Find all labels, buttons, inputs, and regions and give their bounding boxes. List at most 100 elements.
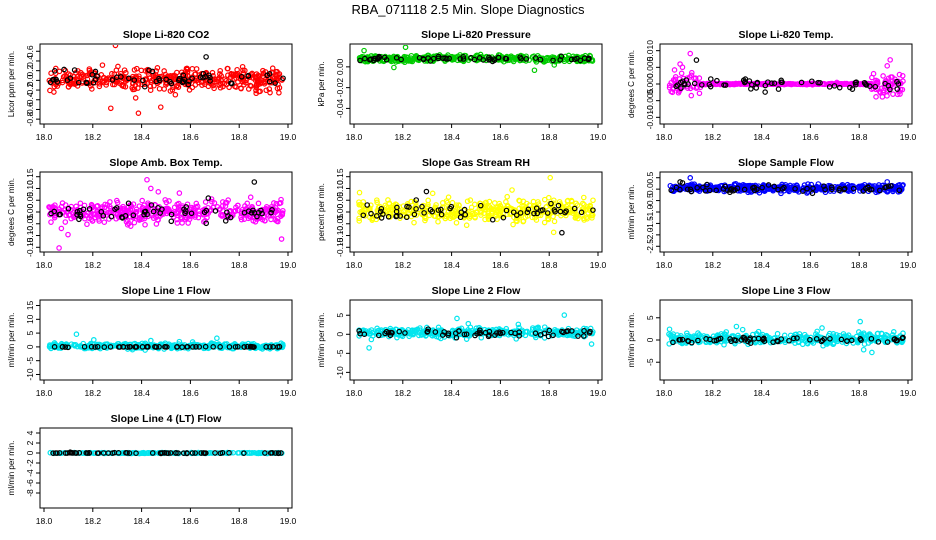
data-point-selected [67, 75, 74, 82]
data-point-all [146, 75, 153, 82]
y-tick-label: -10 [335, 366, 345, 379]
data-point-selected [741, 79, 748, 86]
data-point-selected [266, 71, 273, 77]
data-point-all [247, 82, 254, 89]
data-point-selected [163, 450, 170, 456]
y-tick-label: -2 [25, 459, 35, 467]
data-point-selected [751, 187, 758, 194]
y-tick-label: -5 [335, 349, 345, 357]
data-point-all [96, 38, 100, 42]
x-tick-label: 18.4 [133, 516, 150, 526]
data-point-selected [714, 77, 720, 84]
data-point-all [687, 50, 694, 57]
panel-title: Slope Sample Flow [738, 157, 835, 169]
data-point-selected [545, 333, 552, 340]
data-point-selected [241, 344, 248, 350]
data-point-selected [119, 215, 126, 221]
data-point-selected [765, 182, 772, 188]
data-point-selected [771, 183, 777, 190]
data-point-all [405, 58, 412, 64]
data-point-selected [819, 337, 826, 344]
data-point-selected [51, 344, 58, 350]
data-point-selected [373, 213, 380, 219]
plot-frame [39, 427, 293, 509]
y-axis-label: ml/min per min. [627, 313, 636, 368]
data-point-all [242, 203, 248, 209]
data-point-selected [741, 186, 748, 193]
data-point-all [148, 185, 154, 192]
x-tick-label: 18.6 [802, 388, 819, 398]
data-point-all [51, 83, 58, 90]
data-point-all [204, 214, 210, 221]
data-point-all [101, 219, 108, 225]
x-tick-label: 18.6 [182, 388, 199, 398]
data-point-selected [565, 328, 571, 334]
data-point-all [468, 329, 475, 336]
data-point-all [453, 219, 460, 226]
data-point-selected [531, 210, 537, 217]
data-point-selected [56, 211, 62, 218]
y-tick-label: -0.010 [645, 105, 655, 129]
data-point-all [512, 56, 519, 62]
y-tick-label: -0.04 [335, 98, 345, 118]
data-point-selected [533, 205, 540, 211]
data-point-selected [781, 184, 787, 191]
data-point-selected [477, 327, 483, 334]
data-point-all [374, 197, 380, 203]
data-point-all [104, 343, 111, 350]
data-point-selected [167, 78, 173, 85]
data-point-selected [713, 187, 719, 194]
data-point-all [189, 84, 196, 91]
y-tick-label: -0.005 [645, 88, 655, 112]
data-point-selected [894, 337, 900, 344]
data-point-selected [180, 450, 187, 456]
data-point-all [243, 77, 249, 84]
data-point-selected [51, 68, 58, 74]
data-point-all [451, 56, 457, 63]
data-point-selected [818, 338, 825, 345]
data-point-selected [126, 450, 133, 456]
y-tick-label: 0.10 [25, 180, 35, 197]
data-point-selected [495, 54, 502, 61]
data-point-all [99, 78, 105, 84]
data-point-all [411, 219, 417, 226]
data-point-all [234, 70, 241, 77]
data-point-all [217, 67, 223, 74]
data-point-selected [145, 343, 151, 350]
y-tick-label: 0.4 [25, 55, 35, 67]
x-tick-label: 18.4 [133, 132, 150, 142]
y-tick-label: -2.5 [645, 239, 655, 254]
data-point-selected [139, 344, 146, 350]
data-point-all [238, 85, 244, 92]
data-point-all [467, 197, 474, 203]
data-point-selected [836, 187, 842, 194]
y-tick-label: -0.6 [25, 102, 35, 117]
data-point-all [432, 213, 439, 220]
data-point-all [131, 219, 138, 226]
points-layer [356, 174, 596, 236]
data-point-all [890, 328, 897, 335]
data-point-selected [210, 344, 216, 350]
data-point-selected [227, 214, 234, 221]
data-point-all [209, 69, 216, 76]
data-point-selected [173, 450, 179, 456]
data-point-all [588, 341, 595, 347]
y-tick-label: 0.00 [335, 58, 345, 75]
data-point-all [126, 208, 132, 215]
data-point-selected [67, 449, 74, 455]
data-point-all [132, 95, 139, 101]
data-point-all [461, 214, 467, 221]
data-point-all [109, 70, 115, 77]
data-point-all [580, 215, 587, 222]
data-point-all [186, 216, 193, 222]
data-point-all [516, 198, 523, 204]
data-point-all [89, 212, 95, 219]
x-tick-label: 18.8 [851, 132, 868, 142]
data-point-all [267, 89, 273, 96]
data-point-all [184, 215, 190, 221]
data-point-all [153, 221, 160, 227]
y-tick-label: -0.05 [335, 214, 345, 234]
data-point-selected [760, 336, 766, 343]
data-point-selected [722, 183, 728, 190]
